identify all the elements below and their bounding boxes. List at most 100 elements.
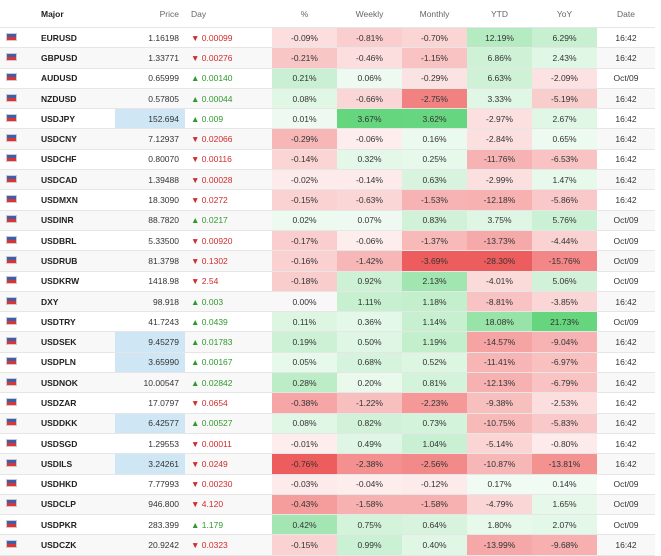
cell: -0.21% (272, 47, 337, 69)
cell: EURUSD (35, 27, 115, 49)
cell: Oct/09 (597, 68, 655, 89)
cell: -0.14% (272, 149, 337, 171)
cell: 16:42 (597, 149, 655, 171)
cell: 2.07% (532, 514, 597, 536)
cell: Oct/09 (597, 311, 655, 333)
cell: USDMXN (35, 189, 115, 211)
cell: 946.800 (115, 494, 185, 516)
cell: 0.06% (337, 68, 402, 89)
cell: USDDKK (35, 413, 115, 434)
cell: USDHKD (35, 474, 115, 495)
cell: 0.17% (467, 474, 532, 495)
cell: 0.99% (337, 534, 402, 556)
cell: -5.14% (467, 433, 532, 455)
cell: 0.14% (532, 474, 597, 495)
cell: -13.73% (467, 230, 532, 252)
cell: ▲ 0.003 (185, 291, 272, 313)
quote-row: USDZAR 17.0797 ▼ 0.0654 -0.38% -1.22% -2.23% -… (0, 392, 655, 414)
cell: -2.97% (467, 108, 532, 130)
cell: 2.67% (532, 108, 597, 130)
quote-row: USDCHF 0.80070 ▼ 0.00116 -0.14% 0.32% 0.25% -1… (0, 149, 655, 171)
cell: -0.38% (272, 392, 337, 414)
cell: USDRUB (35, 250, 115, 272)
cell: ▲ 0.02842 (185, 372, 272, 394)
quote-row: USDMXN 18.3090 ▼ 0.0272 -0.15% -0.63% -1.53% -… (0, 189, 655, 211)
cell: USDNOK (35, 372, 115, 394)
flag-cell (0, 128, 35, 150)
quote-row: AUDUSD 0.65999 ▲ 0.00140 0.21% 0.06% -0.29% 6.… (0, 68, 655, 89)
cell: ▼ 4.120 (185, 494, 272, 516)
cell: -6.53% (532, 149, 597, 171)
flag-icon (6, 195, 17, 204)
cell: 16:42 (597, 27, 655, 49)
flag-header (0, 0, 35, 28)
flag-icon (6, 540, 17, 549)
cell: -0.46% (337, 47, 402, 69)
cell: -13.81% (532, 453, 597, 475)
quote-row: USDRUB 81.3798 ▼ 0.1302 -0.16% -1.42% -3.69% -… (0, 250, 655, 272)
cell: USDCZK (35, 534, 115, 556)
quote-row: USDSEK 9.45279 ▲ 0.01783 0.19% 0.50% 1.19% -14… (0, 331, 655, 353)
cell: 3.65990 (115, 352, 185, 374)
cell: -10.87% (467, 453, 532, 475)
cell: -1.22% (337, 392, 402, 414)
cell: 12.19% (467, 27, 532, 49)
cell: 0.08% (272, 413, 337, 434)
cell: 1.19% (402, 331, 467, 353)
cell: 0.82% (337, 413, 402, 434)
cell: 0.49% (337, 433, 402, 455)
cell: -2.75% (402, 88, 467, 110)
flag-cell (0, 189, 35, 211)
cell: 0.16% (402, 128, 467, 150)
cell: Oct/09 (597, 230, 655, 252)
cell: -15.76% (532, 250, 597, 272)
cell: ▼ 0.00276 (185, 47, 272, 69)
cell: -14.57% (467, 331, 532, 353)
cell: DXY (35, 291, 115, 313)
cell: GBPUSD (35, 47, 115, 69)
flag-cell (0, 149, 35, 171)
flag-cell (0, 271, 35, 292)
cell: -0.29% (272, 128, 337, 150)
flag-icon (6, 255, 17, 264)
cell: 0.81% (402, 372, 467, 394)
cell: -4.79% (467, 494, 532, 516)
cell: ▼ 0.00230 (185, 474, 272, 495)
cell: ▲ 0.01783 (185, 331, 272, 353)
cell: 5.06% (532, 271, 597, 292)
cell: -5.19% (532, 88, 597, 110)
cell: -0.02% (272, 169, 337, 191)
cell: -1.42% (337, 250, 402, 272)
flag-cell (0, 494, 35, 516)
flag-icon (6, 377, 17, 386)
quote-row: USDILS 3.24261 ▼ 0.0249 -0.76% -2.38% -2.56% -… (0, 453, 655, 475)
cell: -1.58% (337, 494, 402, 516)
cell: -2.23% (402, 392, 467, 414)
cell: 98.918 (115, 291, 185, 313)
cell: -6.79% (532, 372, 597, 394)
cell: 16:42 (597, 534, 655, 556)
cell: 0.19% (272, 331, 337, 353)
cell: ▼ 0.00028 (185, 169, 272, 191)
flag-cell (0, 311, 35, 333)
cell: 7.77993 (115, 474, 185, 495)
cell: 16:42 (597, 392, 655, 414)
cell: 18.3090 (115, 189, 185, 211)
cell: -4.44% (532, 230, 597, 252)
cell: 20.9242 (115, 534, 185, 556)
cell: ▲ 0.00527 (185, 413, 272, 434)
flag-icon (6, 154, 17, 163)
column-header: Day (185, 0, 272, 28)
column-header: Monthly (402, 0, 467, 28)
cell: 1.47% (532, 169, 597, 191)
cell: ▼ 0.0654 (185, 392, 272, 414)
cell: 16:42 (597, 372, 655, 394)
flag-cell (0, 169, 35, 191)
cell: 1418.98 (115, 271, 185, 292)
quote-row: USDCZK 20.9242 ▼ 0.0323 -0.15% 0.99% 0.40% -13… (0, 534, 655, 556)
cell: 88.7820 (115, 210, 185, 231)
cell: -3.85% (532, 291, 597, 313)
cell: 1.29553 (115, 433, 185, 455)
quote-row: DXY 98.918 ▲ 0.003 0.00% 1.11% 1.18% -8.81% -3.… (0, 291, 655, 313)
cell: -0.66% (337, 88, 402, 110)
